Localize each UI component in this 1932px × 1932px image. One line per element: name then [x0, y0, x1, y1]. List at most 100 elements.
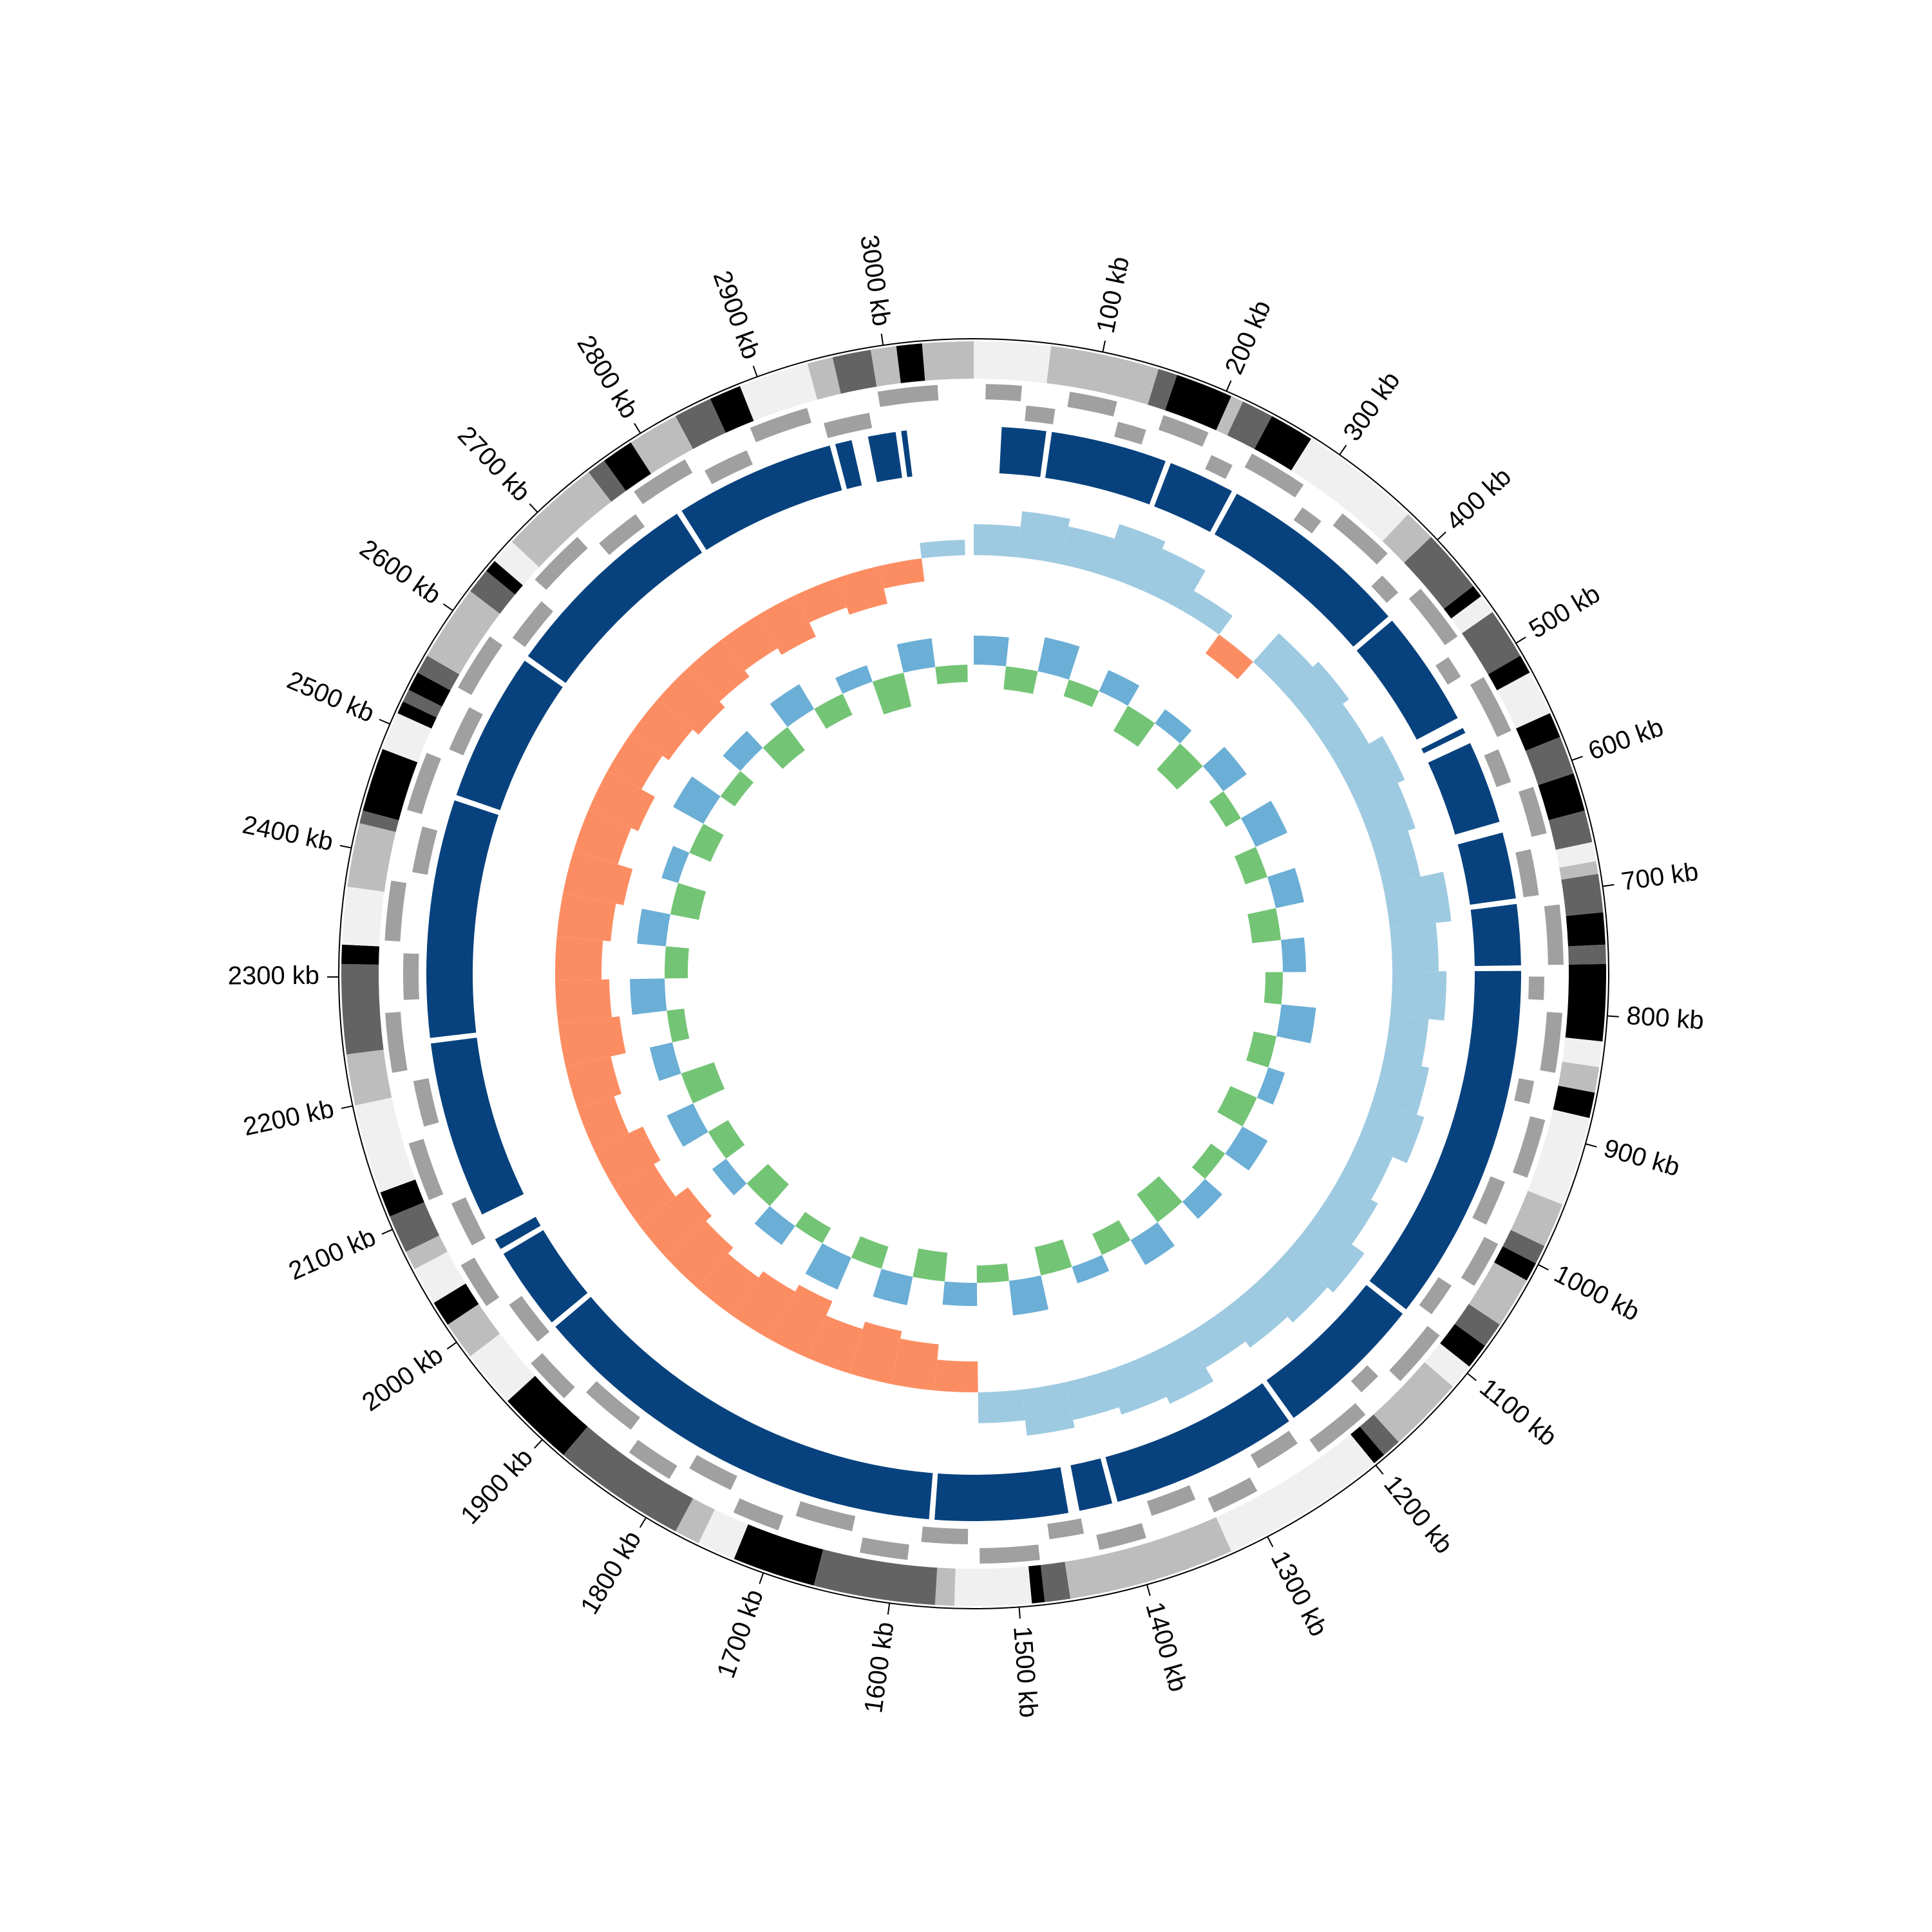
band [1443, 585, 1481, 619]
gc-bar [1225, 1126, 1268, 1171]
tick-mark [1515, 636, 1526, 644]
gene [860, 1537, 909, 1560]
gene [1309, 1403, 1366, 1453]
skew-bar [1147, 1334, 1214, 1404]
gc-bar [942, 1281, 978, 1307]
tick-label: 1400 kb [1140, 1599, 1192, 1695]
gc-bar [712, 1159, 747, 1196]
band [813, 1549, 938, 1605]
gc-bar [762, 726, 805, 770]
band [1525, 737, 1574, 786]
gene [980, 1544, 1040, 1564]
tick-label: 800 kb [1625, 1001, 1705, 1035]
tick-mark [1571, 755, 1583, 761]
block [555, 1296, 933, 1520]
block [835, 440, 862, 489]
skew-bar [978, 1389, 1025, 1423]
gene [535, 536, 588, 591]
tick-label: 100 kb [1092, 254, 1135, 336]
gc-bar [665, 946, 689, 979]
band [896, 343, 925, 383]
band [1566, 912, 1605, 947]
gc-bar [1003, 666, 1038, 694]
gc-bar [1113, 705, 1155, 747]
band [511, 472, 612, 567]
band [1350, 1426, 1385, 1464]
band [1548, 810, 1593, 850]
gc-bar [770, 684, 815, 727]
band [1046, 346, 1159, 405]
band [347, 823, 396, 892]
band [922, 341, 974, 381]
band [1028, 1565, 1045, 1604]
skew-bar [920, 540, 965, 559]
band [408, 672, 451, 707]
gc-bar [835, 665, 873, 694]
tick-label: 300 kb [1338, 366, 1405, 446]
tick-mark [1375, 1464, 1384, 1475]
gc-bar [630, 978, 667, 1015]
gc-bar [673, 776, 721, 824]
gene [460, 1257, 500, 1307]
gene [1025, 405, 1056, 424]
band [1468, 1262, 1527, 1325]
gene [1067, 392, 1117, 417]
band [1404, 536, 1473, 609]
gc-bar [1063, 679, 1099, 707]
skew-bar [556, 893, 616, 942]
block [1045, 431, 1166, 505]
skew-bar [891, 1338, 939, 1391]
gc-bar [720, 771, 754, 807]
gene [1244, 453, 1304, 498]
band [1565, 963, 1606, 1042]
skew-bar [837, 566, 887, 615]
gene [1250, 1430, 1298, 1469]
band [1359, 1414, 1399, 1455]
gene [1146, 1485, 1196, 1516]
gene [1514, 1078, 1535, 1104]
band [1493, 1246, 1536, 1281]
tick-mark [1602, 884, 1615, 887]
skew-bar [1205, 634, 1253, 679]
band [397, 701, 437, 729]
band [417, 656, 460, 691]
band [934, 1567, 956, 1606]
skew-bar [721, 615, 778, 671]
gene [985, 384, 1022, 401]
band [341, 963, 384, 1055]
gc-bar [1137, 1176, 1182, 1223]
tick-mark [887, 1603, 891, 1615]
tick-mark [1267, 1536, 1274, 1548]
gc-bar [1092, 1220, 1131, 1255]
skew-bar [563, 851, 633, 905]
skew-bar [1311, 703, 1369, 764]
skew-bar [1390, 923, 1439, 972]
gc-bar [1009, 1275, 1049, 1316]
tick-label: 2000 kb [357, 1341, 448, 1417]
tick-mark [379, 719, 390, 725]
tick-mark [341, 1105, 353, 1110]
gene [634, 459, 693, 504]
skew-bar [554, 936, 603, 980]
gene [403, 953, 419, 1000]
gc-bar [1246, 1031, 1277, 1068]
tick-mark [759, 1572, 764, 1584]
gc-bar [1037, 637, 1080, 680]
tick-mark [529, 503, 538, 513]
block [1421, 728, 1466, 753]
block [456, 660, 563, 810]
band [486, 561, 524, 595]
gc-bar [670, 883, 706, 920]
skew-bar [1182, 591, 1233, 635]
band [1440, 1323, 1485, 1367]
gc-bar [795, 1211, 831, 1244]
gene [449, 707, 483, 755]
skew-bar [588, 770, 656, 831]
gc-bar [667, 1103, 708, 1147]
band [507, 1376, 588, 1455]
skew-bar [1065, 1370, 1119, 1421]
band [734, 1524, 824, 1586]
gc-bar [913, 1248, 948, 1282]
tick-label: 500 kb [1524, 580, 1605, 644]
gene [1435, 657, 1461, 685]
